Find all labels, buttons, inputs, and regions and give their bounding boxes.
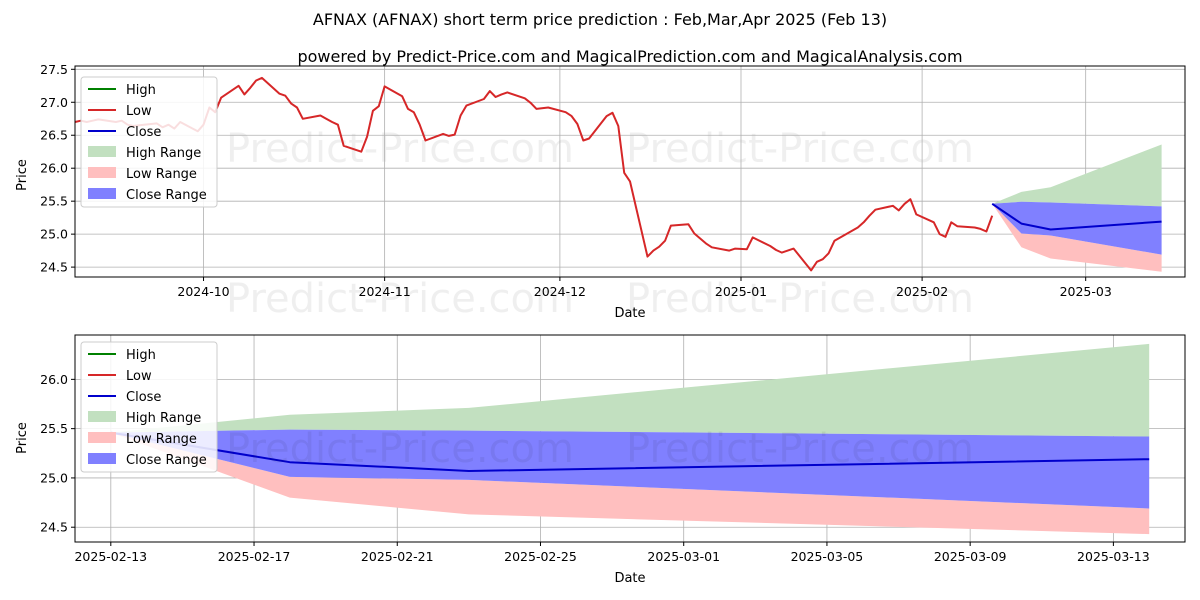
bottom-legend-close-range-swatch (88, 453, 116, 464)
bottom-watermark-2: Predict-Price.com (626, 426, 974, 472)
top-legend-low-range-swatch (88, 167, 116, 178)
top-y-ticks: 24.5 25.0 25.5 26.0 26.5 27.0 27.5 (40, 62, 75, 275)
top-watermark-4: Predict-Price.com (626, 276, 974, 322)
top-y-tick-label: 25.5 (40, 194, 68, 209)
bottom-panel: Predict-Price.com Predict-Price.com 2025… (15, 334, 1186, 586)
top-y-tick-label: 25.0 (40, 227, 68, 242)
bottom-x-tick-label: 2025-03-05 (791, 549, 864, 564)
bottom-x-ticks: 2025-02-13 2025-02-17 2025-02-21 2025-02-25… (74, 542, 1150, 564)
top-y-tick-label: 27.5 (40, 62, 68, 77)
top-panel: Predict-Price.com Predict-Price.com Pred… (15, 62, 1186, 322)
bottom-legend-low-range-label: Low Range (126, 432, 197, 447)
top-legend-high-label: High (126, 83, 156, 98)
bottom-y-tick-label: 24.5 (40, 520, 68, 535)
top-watermark-1: Predict-Price.com (226, 126, 574, 172)
top-watermarks: Predict-Price.com Predict-Price.com Pred… (226, 126, 974, 322)
top-x-tick-label: 2025-02 (896, 284, 948, 299)
top-high-range-area (992, 144, 1162, 207)
bottom-y-axis-label: Price (15, 422, 30, 454)
bottom-legend-high-range-label: High Range (126, 411, 201, 426)
top-x-ticks: 2024-10 2024-11 2024-12 2025-01 2025-02 2025-… (177, 277, 1112, 299)
bottom-low-range-area (110, 432, 1150, 535)
bottom-legend-close-range-label: Close Range (126, 453, 207, 468)
top-y-tick-label: 27.0 (40, 95, 68, 110)
bottom-legend-low-range-swatch (88, 432, 116, 443)
top-y-tick-label: 26.5 (40, 128, 68, 143)
bottom-legend-high-label: High (126, 348, 156, 363)
top-legend: High Low Close High Range Low Range Clos… (80, 76, 218, 208)
top-x-tick-label: 2024-12 (534, 284, 586, 299)
bottom-y-tick-label: 25.0 (40, 470, 68, 485)
bottom-x-axis-label: Date (614, 571, 645, 586)
bottom-x-tick-label: 2025-02-21 (361, 549, 434, 564)
bottom-x-tick-label: 2025-02-25 (504, 549, 577, 564)
bottom-x-tick-label: 2025-02-13 (74, 549, 147, 564)
top-y-tick-label: 24.5 (40, 260, 68, 275)
top-x-tick-label: 2025-01 (715, 284, 767, 299)
top-legend-low-range-label: Low Range (126, 167, 197, 182)
top-legend-high-range-label: High Range (126, 146, 201, 161)
top-x-tick-label: 2024-11 (359, 284, 411, 299)
bottom-high-range-area (110, 343, 1150, 437)
chart-subtitle: powered by Predict-Price.com and Magical… (297, 47, 962, 66)
top-legend-high-range-swatch (88, 146, 116, 157)
top-close-forecast-line (991, 202, 1162, 231)
bottom-plot-frame (74, 334, 1186, 543)
chart-title: AFNAX (AFNAX) short term price predictio… (313, 10, 887, 29)
bottom-x-tick-label: 2025-03-09 (934, 549, 1007, 564)
top-lines (74, 76, 1162, 272)
top-watermark-3: Predict-Price.com (226, 276, 574, 322)
bottom-watermarks: Predict-Price.com Predict-Price.com (226, 426, 974, 472)
bottom-x-tick-label: 2025-02-17 (218, 549, 291, 564)
top-low-range-area (992, 203, 1162, 272)
top-legend-low-label: Low (126, 104, 152, 119)
top-legend-close-range-label: Close Range (126, 188, 207, 203)
top-y-axis-label: Price (15, 159, 30, 191)
bottom-watermark-1: Predict-Price.com (226, 426, 574, 472)
bottom-x-tick-label: 2025-03-13 (1077, 549, 1150, 564)
top-y-tick-label: 26.0 (40, 161, 68, 176)
bottom-legend-low-label: Low (126, 369, 152, 384)
bottom-legend-close-label: Close (126, 390, 161, 405)
top-legend-close-label: Close (126, 125, 161, 140)
top-x-axis-label: Date (614, 306, 645, 321)
top-plot-frame (74, 65, 1186, 278)
bottom-y-ticks: 24.5 25.0 25.5 26.0 (40, 372, 75, 535)
bottom-x-tick-label: 2025-03-01 (647, 549, 720, 564)
bottom-legend-high-range-swatch (88, 411, 116, 422)
bottom-y-tick-label: 25.5 (40, 421, 68, 436)
top-forecast-areas (992, 144, 1162, 272)
top-watermark-2: Predict-Price.com (626, 126, 974, 172)
bottom-legend: High Low Close High Range Low Range Clos… (80, 341, 218, 473)
bottom-y-tick-label: 26.0 (40, 372, 68, 387)
top-x-tick-label: 2024-10 (177, 284, 229, 299)
top-x-tick-label: 2025-03 (1060, 284, 1112, 299)
top-legend-close-range-swatch (88, 188, 116, 199)
